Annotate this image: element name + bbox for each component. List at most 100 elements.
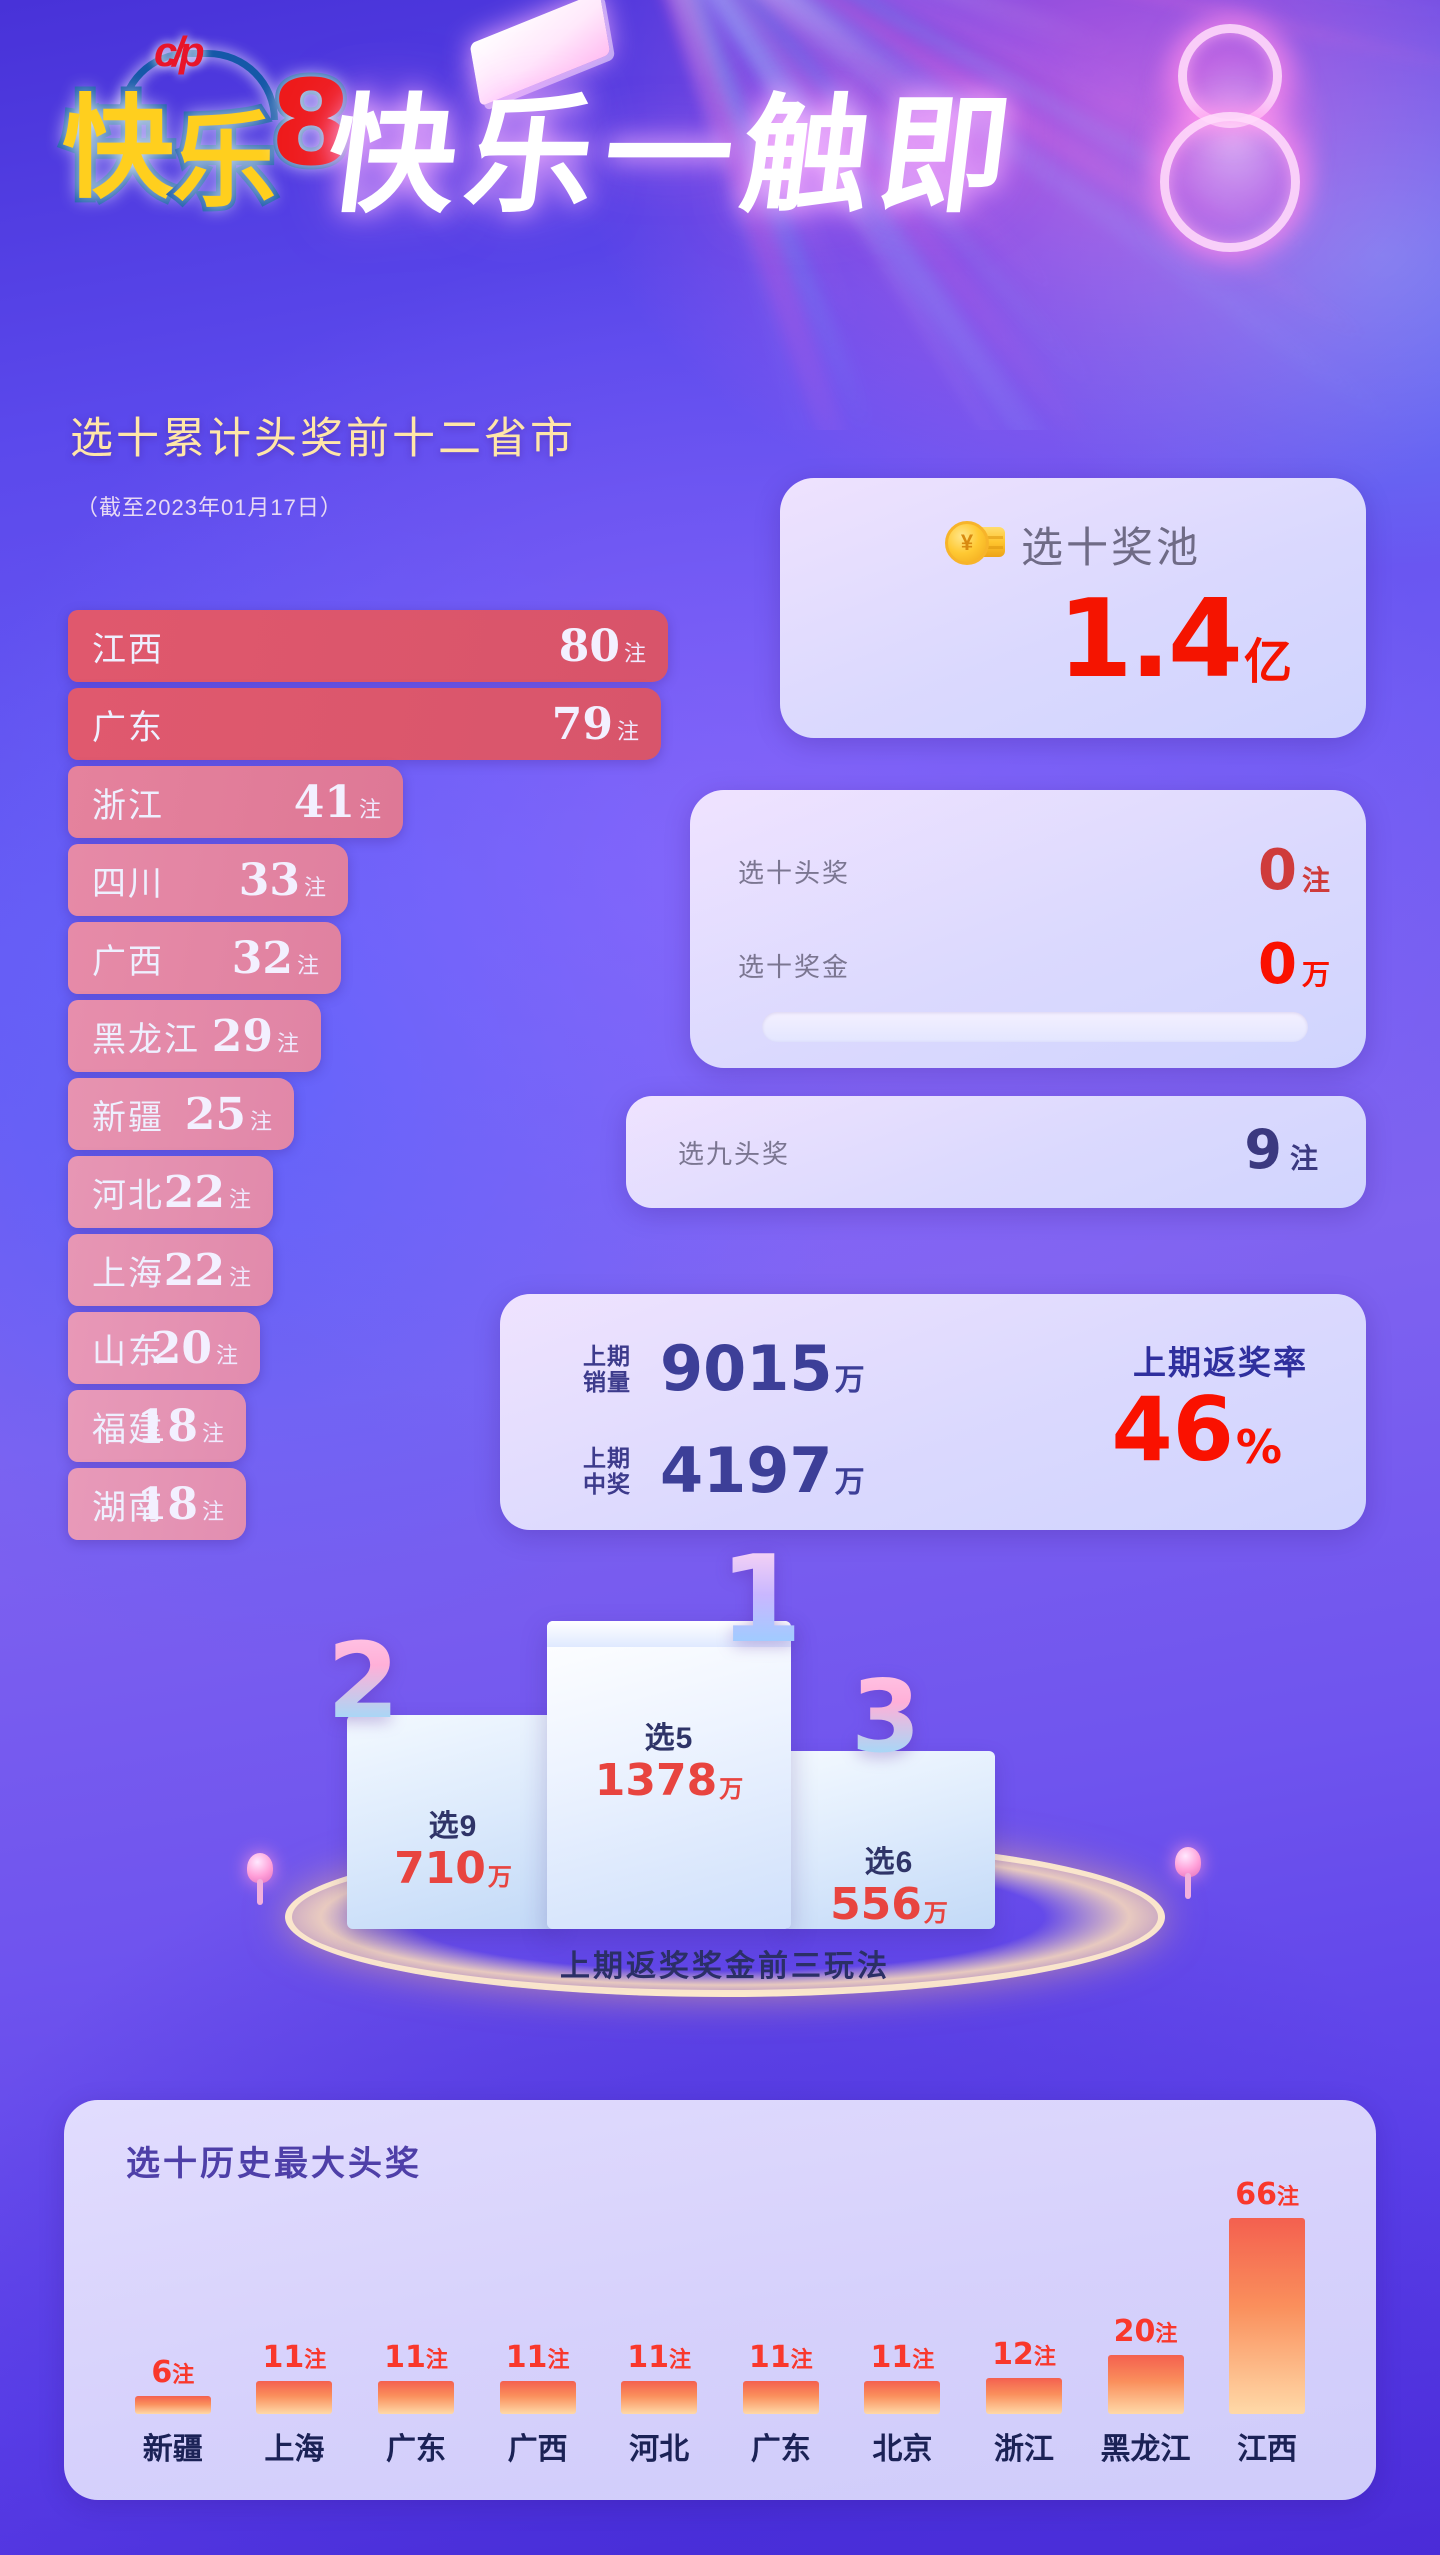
- rank-number: 22: [163, 1244, 225, 1296]
- prize-pool-value: 1.4: [1057, 577, 1243, 702]
- rank-bar: 新疆 25 注: [68, 1078, 294, 1150]
- history-bar-column: 11注 上海: [234, 2340, 356, 2468]
- rank-row: 江西 80 注: [68, 610, 668, 688]
- top3-podium-chart: 2 3 1 选5 1378 万 选9 710 万 选6 556 万 上期返奖奖金前三玩…: [247, 1541, 1201, 2055]
- podium-lamp-left-icon: [247, 1853, 273, 1905]
- history-bar-label: 黑龙江: [1100, 2433, 1191, 2466]
- history-bar: [134, 2396, 211, 2414]
- podium-lamp-right-icon: [1175, 1847, 1201, 1899]
- rank-province-label: 福建: [92, 1410, 164, 1449]
- sales-volume-block: 上期 销量 9015 万: [576, 1338, 865, 1400]
- prize-pool-amount: 1.4 亿: [1058, 586, 1292, 694]
- select-nine-label: 选九头奖: [678, 1139, 791, 1169]
- sales-volume-label-line1: 上期: [583, 1342, 631, 1369]
- history-bar-column: 12注 浙江: [963, 2337, 1085, 2468]
- history-bar-number: 11: [505, 2340, 548, 2375]
- history-bar-column: 11注 广西: [477, 2340, 599, 2468]
- podium-number-second: 710: [394, 1843, 486, 1894]
- page-subtitle: （截至2023年01月17日）: [76, 495, 343, 520]
- logo-char-eight: 8: [266, 50, 356, 196]
- prize-pool-label: 选十奖池: [1020, 524, 1201, 571]
- history-bar: [1107, 2355, 1184, 2414]
- rank-bar: 上海 22 注: [68, 1234, 273, 1306]
- rank-unit: 注: [228, 1186, 251, 1212]
- prize-progress-bar: [762, 1012, 1308, 1042]
- history-bar-unit: 注: [1277, 2185, 1300, 2210]
- rank-unit: 注: [276, 1030, 299, 1056]
- rank-row: 四川 33 注: [68, 844, 668, 922]
- rank-province-label: 湖南: [92, 1488, 164, 1527]
- history-bar-unit: 注: [790, 2348, 813, 2373]
- history-bar-label: 浙江: [993, 2433, 1054, 2466]
- podium-name-third: 选6: [864, 1846, 914, 1879]
- rank-number: 32: [231, 932, 293, 984]
- rank-unit: 注: [296, 952, 319, 978]
- history-bar-unit: 注: [172, 2363, 195, 2388]
- history-bar-column: 11注 北京: [842, 2340, 964, 2468]
- podium-name-second: 选9: [428, 1810, 478, 1843]
- prize-unit-amount: 万: [1301, 958, 1330, 991]
- sales-winning-value: 4197 万: [660, 1440, 865, 1502]
- history-bar-number: 20: [1113, 2314, 1156, 2349]
- sales-volume-label-line2: 销量: [583, 1369, 631, 1395]
- rank-unit: 注: [623, 640, 646, 666]
- rank-value: 33 注: [239, 855, 326, 906]
- history-bar-value: 6注: [151, 2355, 194, 2390]
- rank-value: 32 注: [232, 933, 319, 984]
- rank-bar: 广西 32 注: [68, 922, 341, 994]
- history-bar-value: 20注: [1114, 2314, 1178, 2349]
- history-bar-value: 11注: [263, 2340, 327, 2375]
- history-bar-label: 河北: [629, 2433, 690, 2466]
- sales-stats-card: 上期 销量 9015 万 上期 中奖 4197 万 上期返奖率 46%: [500, 1294, 1366, 1530]
- rank-row: 黑龙江 29 注: [68, 1000, 668, 1078]
- rank-number: 79: [551, 698, 613, 750]
- podium-label-first: 选5 1378 万: [547, 1713, 791, 1805]
- podium-label-third: 选6 556 万: [783, 1837, 995, 1929]
- history-bar: [377, 2381, 454, 2414]
- podium-block-second: [347, 1715, 559, 1929]
- rank-bar: 河北 22 注: [68, 1156, 273, 1228]
- rank-unit: 注: [201, 1498, 224, 1524]
- select-nine-number: 9: [1244, 1118, 1282, 1181]
- rank-bar: 广东 79 注: [68, 688, 661, 760]
- sales-winning-label-line1: 上期: [583, 1444, 631, 1471]
- podium-caption: 上期返奖奖金前三玩法: [560, 1950, 890, 1983]
- rank-row: 新疆 25 注: [68, 1078, 668, 1156]
- history-bar-column: 66注 江西: [1206, 2177, 1328, 2468]
- history-bar-value: 66注: [1235, 2177, 1299, 2212]
- podium-unit-first: 万: [719, 1775, 744, 1803]
- rank-unit: 注: [303, 874, 326, 900]
- rank-row: 广西 32 注: [68, 922, 668, 1000]
- rank-number: 29: [211, 1010, 273, 1062]
- prize-number-top-award: 0: [1258, 838, 1297, 903]
- rank-bar: 黑龙江 29 注: [68, 1000, 321, 1072]
- logo-char-kuai: 快: [58, 80, 179, 219]
- history-bar-unit: 注: [1155, 2322, 1178, 2347]
- rank-number: 22: [163, 1166, 225, 1218]
- prize-pool-unit: 亿: [1243, 634, 1292, 690]
- podium-rank-number-3: 3: [851, 1658, 921, 1775]
- sales-winning-number: 4197: [660, 1434, 833, 1507]
- prize-unit-top-award: 注: [1301, 864, 1330, 897]
- rank-unit: 注: [228, 1264, 251, 1290]
- history-bar-number: 11: [627, 2340, 670, 2375]
- podium-name-first: 选5: [644, 1722, 694, 1755]
- sales-volume-unit: 万: [834, 1363, 865, 1398]
- history-bar-unit: 注: [304, 2348, 327, 2373]
- history-bar-value: 11注: [749, 2340, 813, 2375]
- rank-unit: 注: [358, 796, 381, 822]
- history-bar: [864, 2381, 941, 2414]
- rank-number: 80: [558, 620, 620, 672]
- rank-number: 25: [184, 1088, 246, 1140]
- history-bar-column: 20注黑龙江: [1085, 2314, 1207, 2468]
- history-bar-number: 12: [992, 2337, 1034, 2372]
- history-bar-unit: 注: [912, 2348, 935, 2373]
- podium-unit-second: 万: [487, 1863, 512, 1891]
- return-rate-value: 46%: [1111, 1386, 1282, 1474]
- rank-province-label: 浙江: [92, 786, 164, 825]
- rank-province-label: 江西: [92, 630, 164, 669]
- history-bar-label: 广东: [750, 2433, 811, 2466]
- rank-bar: 福建 18 注: [68, 1390, 246, 1462]
